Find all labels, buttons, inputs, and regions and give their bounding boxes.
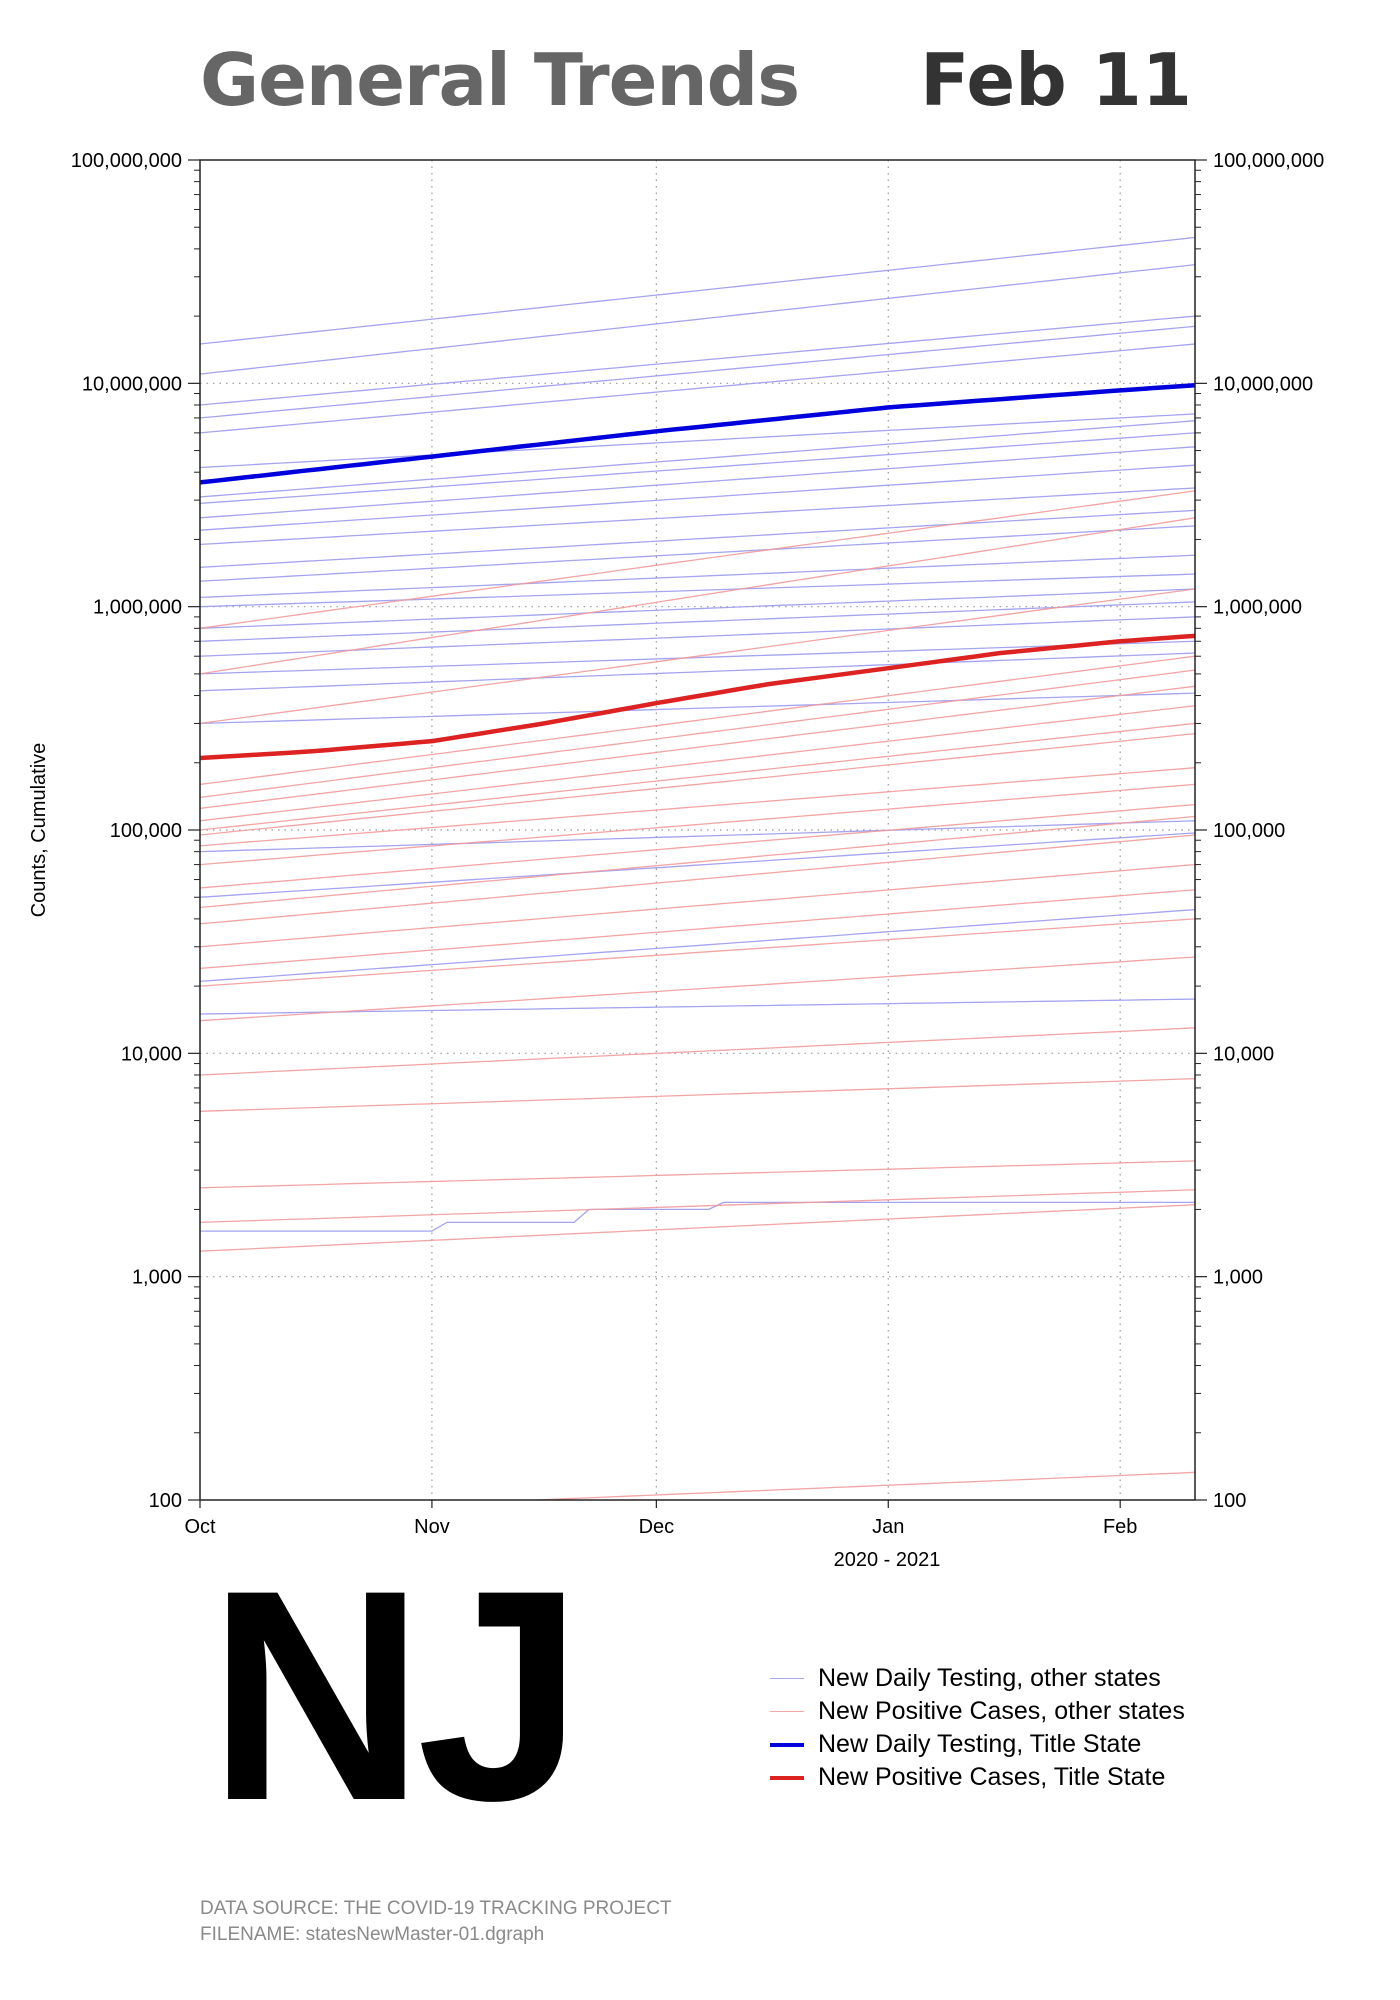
y-axis-label: Counts, Cumulative <box>28 743 50 918</box>
legend-swatch-title-testing <box>770 1742 804 1747</box>
y-tick-label-left: 100,000,000 <box>71 150 182 172</box>
legend-item-title-cases: New Positive Cases, Title State <box>770 1761 1185 1794</box>
series-line-testing-09 <box>199 446 1196 519</box>
series-line-testing-13 <box>199 525 1196 582</box>
series-line-testing-23 <box>199 832 1196 898</box>
series-line-cases-05 <box>199 669 1196 799</box>
state-code: NJ <box>208 1527 583 1863</box>
legend-label: New Positive Cases, other states <box>818 1697 1185 1725</box>
series-line-testing-02 <box>199 263 1196 375</box>
series-line-cases-10 <box>199 767 1196 847</box>
series-line-testing-12 <box>199 509 1196 568</box>
x-tick-label: Feb <box>1103 1516 1137 1538</box>
series-line-cases-18 <box>199 956 1196 1022</box>
series-line-testing-10 <box>199 464 1196 531</box>
series-line-new-positive-cases-title-state <box>199 633 1196 761</box>
series-line-cases-21 <box>199 1160 1196 1189</box>
series-line-testing-26 <box>200 1201 1195 1232</box>
y-tick-label-left: 10,000 <box>121 1043 182 1065</box>
y-tick-label-right: 100,000 <box>1213 820 1285 842</box>
series-line-testing-22 <box>199 820 1196 853</box>
series-line-testing-21 <box>199 692 1196 725</box>
y-tick-label-left: 10,000,000 <box>82 373 182 395</box>
series-line-cases-01 <box>199 490 1196 629</box>
series-line-cases-23 <box>199 1204 1196 1252</box>
series-line-cases-03 <box>199 588 1196 725</box>
series-line-cases-12 <box>199 803 1196 889</box>
y-tick-label-left: 100 <box>149 1490 182 1512</box>
series-line-testing-01 <box>199 236 1196 345</box>
series-line-testing-14 <box>199 554 1196 599</box>
series-line-testing-17 <box>199 601 1196 642</box>
data-source: DATA SOURCE: THE COVID-19 TRACKING PROJE… <box>200 1898 672 1919</box>
series-line-testing-24 <box>199 908 1196 983</box>
y-tick-label-right: 10,000 <box>1213 1043 1274 1065</box>
series-line-cases-22 <box>199 1189 1196 1224</box>
series-line-testing-04 <box>199 325 1196 419</box>
series-line-cases-09 <box>199 733 1196 836</box>
series-line-new-daily-testing-title-state <box>199 383 1196 485</box>
legend-item-other-testing: New Daily Testing, other states <box>770 1662 1185 1695</box>
series-line-cases-08 <box>199 722 1196 831</box>
y-tick-label-left: 1,000,000 <box>93 597 182 619</box>
trends-chart: Oct Nov Dec Jan Feb 100 100 1,000 1,000 10,000 10,… <box>28 150 1324 1571</box>
y-tick-label-right: 100,000,000 <box>1213 150 1324 172</box>
series-line-testing-11 <box>199 487 1196 546</box>
series-line-cases-14 <box>199 834 1196 925</box>
legend-swatch-title-cases <box>770 1775 804 1780</box>
series-line-testing-03 <box>199 315 1196 406</box>
page-title: General Trends <box>200 38 800 122</box>
footer: DATA SOURCE: THE COVID-19 TRACKING PROJE… <box>200 1896 672 1948</box>
series-line-cases-15 <box>199 863 1196 948</box>
y-tick-label-right: 1,000 <box>1213 1267 1263 1289</box>
legend: New Daily Testing, other states New Posi… <box>770 1662 1185 1794</box>
series-line-cases-11 <box>199 783 1196 866</box>
legend-label: New Positive Cases, Title State <box>818 1763 1166 1791</box>
series-line-testing-05 <box>199 343 1196 434</box>
series-line-cases-07 <box>199 705 1196 822</box>
legend-swatch-other-cases <box>770 1711 804 1712</box>
series-line-testing-19 <box>199 640 1196 675</box>
y-tick-label-right: 10,000,000 <box>1213 373 1313 395</box>
series-line-testing-07 <box>199 420 1196 498</box>
series-line-testing-08 <box>199 432 1196 505</box>
y-tick-label-right: 100 <box>1213 1490 1246 1512</box>
series-line-cases-16 <box>199 889 1196 970</box>
series-line-testing-20 <box>199 652 1196 692</box>
x-tick-label: Jan <box>872 1516 904 1538</box>
legend-swatch-other-testing <box>770 1678 804 1679</box>
series-line-cases-06 <box>199 685 1196 810</box>
series-line-cases-17 <box>199 918 1196 987</box>
series-line-cases-13 <box>199 815 1196 909</box>
legend-label: New Daily Testing, Title State <box>818 1730 1142 1758</box>
series-line-testing-18 <box>199 616 1196 657</box>
filename: FILENAME: statesNewMaster-01.dgraph <box>200 1924 545 1945</box>
x-axis-label: 2020 - 2021 <box>834 1549 941 1571</box>
series-line-testing-15 <box>199 573 1196 608</box>
series-line-cases-20 <box>199 1078 1196 1112</box>
series-line-cases-24 <box>536 1471 1196 1501</box>
x-tick-label: Nov <box>414 1516 450 1538</box>
series-line-cases-19 <box>199 1027 1196 1076</box>
axis-layer: Oct Nov Dec Jan Feb 100 100 1,000 1,000 10,000 10,… <box>71 150 1324 1538</box>
series-line-testing-16 <box>199 588 1196 629</box>
y-tick-label-left: 1,000 <box>132 1267 182 1289</box>
x-tick-label: Dec <box>639 1516 675 1538</box>
series-line-cases-02 <box>199 517 1196 675</box>
legend-item-title-testing: New Daily Testing, Title State <box>770 1728 1185 1761</box>
x-tick-label: Oct <box>184 1516 216 1538</box>
series-layer <box>199 236 1196 1501</box>
legend-label: New Daily Testing, other states <box>818 1664 1161 1692</box>
y-tick-label-right: 1,000,000 <box>1213 597 1302 619</box>
series-line-cases-04 <box>199 655 1196 786</box>
series-line-testing-06 <box>199 413 1196 469</box>
series-line-testing-25 <box>199 998 1196 1015</box>
legend-item-other-cases: New Positive Cases, other states <box>770 1695 1185 1728</box>
date-label: Feb 11 <box>920 38 1192 122</box>
y-tick-label-left: 100,000 <box>110 820 182 842</box>
